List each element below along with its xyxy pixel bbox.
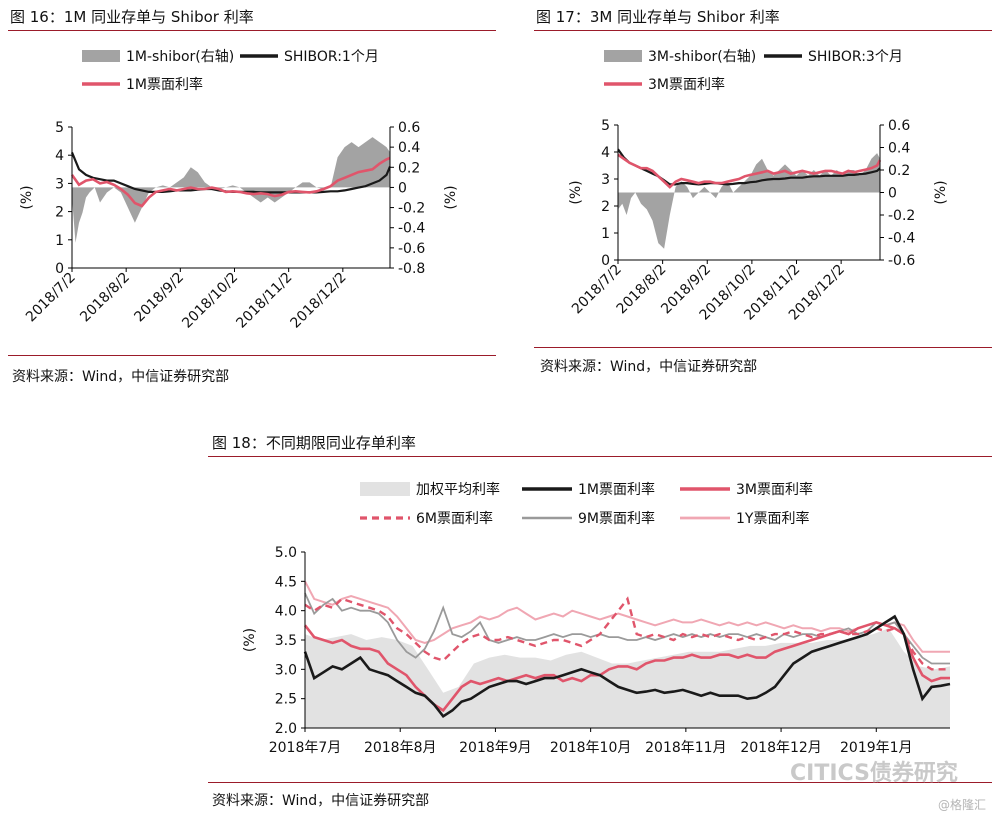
fig16-ylabel-right: (%) [443, 185, 459, 209]
fig18-ylabel: (%) [242, 628, 258, 652]
fig17-title-rule [534, 30, 992, 31]
fig16-ytick-label-4: 4 [55, 148, 64, 164]
fig17-ytick-label-3: 3 [601, 172, 610, 188]
fig18-series-2-line [303, 621, 950, 713]
fig17-ytick-label-5: 5 [601, 118, 610, 134]
fig16-legend-label-1: SHIBOR:1个月 [284, 49, 379, 65]
watermark-site: @格隆汇 [938, 798, 987, 812]
fig18-ytick-label-2: 3.0 [275, 662, 297, 678]
fig17-ytick-right-label-5: 0.4 [888, 141, 910, 157]
fig16-ytick-right-label-0: -0.8 [398, 261, 425, 277]
watermark-brand: CITICS债券研究 [790, 761, 958, 786]
fig16-source-rule [8, 355, 496, 356]
fig18-ytick-label-4: 4.0 [275, 604, 297, 620]
fig17-ylabel-right: (%) [933, 180, 949, 204]
fig18-xtick-label-6: 2019年1月 [840, 740, 913, 756]
fig18-legend-swatch-0 [360, 482, 410, 496]
fig18-legend-label-4: 9M票面利率 [578, 510, 655, 527]
fig18-legend-label-3: 6M票面利率 [416, 510, 493, 527]
fig17-ytick-label-0: 0 [601, 253, 610, 269]
fig16-ytick-right-label-4: 0 [398, 180, 407, 196]
fig17-legend-label-0: 3M-shibor(右轴) [648, 49, 756, 65]
fig16-series-2-line [70, 156, 391, 208]
fig18-ytick-label-1: 2.5 [275, 692, 297, 708]
fig16-ytick-label-2: 2 [55, 205, 64, 221]
fig17-legend-label-2: 3M票面利率 [648, 76, 725, 93]
fig17-title: 图 17：3M 同业存单与 Shibor 利率 [536, 8, 780, 26]
fig18-ytick-label-3: 3.5 [275, 633, 297, 649]
fig17-ytick-right-label-4: 0.2 [888, 163, 910, 179]
fig16-ytick-right-label-2: -0.4 [398, 221, 425, 237]
fig18-title: 图 18：不同期限同业存单利率 [212, 434, 416, 452]
fig17-ytick-label-4: 4 [601, 145, 610, 161]
fig16-source: 资料来源：Wind，中信证券研究部 [12, 369, 230, 385]
fig18-xtick-label-4: 2018年11月 [645, 740, 726, 756]
fig16-ytick-label-5: 5 [55, 120, 64, 136]
fig17-source: 资料来源：Wind，中信证券研究部 [540, 359, 758, 375]
fig18-ytick-label-0: 2.0 [275, 721, 297, 737]
fig16-ytick-right-label-6: 0.4 [398, 140, 420, 156]
fig17-legend-swatch-0 [604, 50, 642, 62]
fig16-ytick-label-0: 0 [55, 261, 64, 277]
fig16-ytick-right-label-1: -0.6 [398, 241, 425, 257]
fig18-legend-label-2: 3M票面利率 [736, 481, 813, 498]
fig18-xtick-label-5: 2018年12月 [740, 740, 821, 756]
fig16-legend-label-0: 1M-shibor(右轴) [126, 49, 234, 65]
fig16-ytick-right-label-7: 0.6 [398, 120, 420, 136]
fig16-legend-label-2: 1M票面利率 [126, 76, 203, 93]
fig18-ytick-label-5: 4.5 [275, 574, 297, 590]
fig17-ytick-right-label-3: 0 [888, 186, 897, 202]
fig18-xtick-label-3: 2018年10月 [550, 740, 631, 756]
fig17-ylabel-left: (%) [568, 180, 584, 204]
fig17-ytick-label-2: 2 [601, 199, 610, 215]
fig17-legend-label-1: SHIBOR:3个月 [808, 49, 903, 65]
fig18-xtick-label-1: 2018年8月 [364, 740, 437, 756]
fig18-series-1-line [303, 614, 951, 719]
fig18-series-4-line [304, 592, 950, 665]
fig16-legend-swatch-0 [82, 50, 120, 62]
fig18-series-0-area [305, 628, 950, 728]
fig16-title: 图 16：1M 同业存单与 Shibor 利率 [10, 8, 254, 26]
fig16-ytick-label-1: 1 [55, 233, 64, 249]
fig17-source-rule [534, 347, 992, 348]
fig18-legend-label-1: 1M票面利率 [578, 481, 655, 498]
fig18-title-rule [208, 456, 992, 457]
fig16-ytick-right-label-5: 0.2 [398, 160, 420, 176]
fig16-ylabel-left: (%) [19, 185, 35, 209]
fig18-xtick-label-0: 2018年7月 [269, 740, 342, 756]
fig18-xtick-label-2: 2018年9月 [459, 740, 532, 756]
fig18-source: 资料来源：Wind，中信证券研究部 [212, 793, 430, 809]
fig18-series-5-line [304, 580, 950, 653]
fig18-source-rule [208, 782, 992, 783]
fig17-ytick-label-1: 1 [601, 226, 610, 242]
fig18-legend-label-0: 加权平均利率 [416, 481, 500, 498]
fig18-legend-label-5: 1Y票面利率 [736, 510, 809, 527]
fig16-ytick-right-label-3: -0.2 [398, 201, 425, 217]
fig17-ytick-right-label-1: -0.4 [888, 231, 915, 247]
fig16-title-rule [8, 30, 496, 31]
fig17-series-2-line [617, 153, 882, 189]
fig16-ytick-label-3: 3 [55, 176, 64, 192]
fig18-ytick-label-6: 5.0 [275, 545, 297, 561]
fig17-ytick-right-label-0: -0.6 [888, 253, 915, 269]
fig17-ytick-right-label-2: -0.2 [888, 208, 915, 224]
fig17-ytick-right-label-6: 0.6 [888, 118, 910, 134]
